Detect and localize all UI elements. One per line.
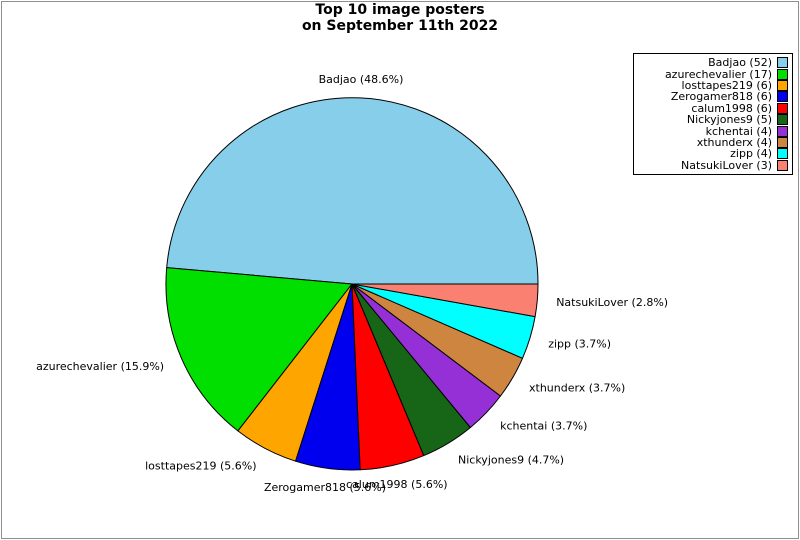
pie-label-zipp: zipp (3.7%) <box>548 337 611 350</box>
pie-label-zerogamer818: Zerogamer818 (5.6%) <box>264 481 386 494</box>
legend-item-zerogamer818: Zerogamer818 (6) <box>636 90 788 104</box>
pie-label-azurechevalier: azurechevalier (15.9%) <box>36 360 164 373</box>
legend-swatch-zipp <box>777 148 788 160</box>
pie-slice-azurechevalier <box>165 267 353 432</box>
legend-item-xthunderx: xthunderx (4) <box>636 135 788 149</box>
legend-swatch-natsukilover <box>777 159 788 171</box>
legend-swatch-kchentai <box>777 125 788 137</box>
pie-label-losttapes219: losttapes219 (5.6%) <box>145 459 256 472</box>
legend-item-label: Nickyjones9 (5) <box>686 113 772 127</box>
legend-swatch-nickyjones9 <box>777 114 788 126</box>
legend-item-badjao: Badjao (52) <box>636 56 788 70</box>
legend-item-label: calum1998 (6) <box>691 101 772 115</box>
chart-title-line2: on September 11th 2022 <box>301 18 499 34</box>
legend-item-nickyjones9: Nickyjones9 (5) <box>636 113 788 127</box>
pie-label-natsukilover: NatsukiLover (2.8%) <box>556 296 668 309</box>
pie-label-xthunderx: xthunderx (3.7%) <box>529 381 625 394</box>
legend-swatch-losttapes219 <box>777 79 788 91</box>
legend-item-label: Zerogamer818 (6) <box>670 90 772 104</box>
legend-item-label: kchentai (4) <box>705 124 772 138</box>
legend-item-label: azurechevalier (17) <box>664 67 772 81</box>
pie-slice-badjao <box>166 97 539 285</box>
pie-slice-natsukilover <box>351 283 539 318</box>
legend-swatch-badjao <box>777 57 788 69</box>
legend-item-label: zipp (4) <box>730 147 772 161</box>
legend-item-label: losttapes219 (6) <box>681 78 772 92</box>
legend-item-zipp: zipp (4) <box>636 147 788 161</box>
legend-item-calum1998: calum1998 (6) <box>636 101 788 115</box>
pie-label-calum1998: calum1998 (5.6%) <box>346 478 448 491</box>
pie-label-nickyjones9: Nickyjones9 (4.7%) <box>458 454 564 467</box>
legend-item-label: NatsukiLover (3) <box>681 158 772 172</box>
legend-swatch-azurechevalier <box>777 68 788 80</box>
legend-swatch-zerogamer818 <box>777 91 788 103</box>
legend-item-azurechevalier: azurechevalier (17) <box>636 67 788 81</box>
legend-item-kchentai: kchentai (4) <box>636 124 788 138</box>
chart-title-line1: Top 10 image posters <box>315 2 485 18</box>
legend: Badjao (52) azurechevalier (17) losttapes2… <box>633 53 793 175</box>
legend-item-natsukilover: NatsukiLover (3) <box>636 158 788 172</box>
legend-swatch-xthunderx <box>777 136 788 148</box>
legend-item-label: xthunderx (4) <box>696 135 772 149</box>
pie-label-kchentai: kchentai (3.7%) <box>500 420 587 433</box>
legend-swatch-calum1998 <box>777 102 788 114</box>
chart-title: Top 10 image posters on September 11th 2… <box>0 2 800 34</box>
legend-item-label: Badjao (52) <box>708 56 772 70</box>
legend-item-losttapes219: losttapes219 (6) <box>636 78 788 92</box>
pie-label-badjao: Badjao (48.6%) <box>319 73 404 86</box>
